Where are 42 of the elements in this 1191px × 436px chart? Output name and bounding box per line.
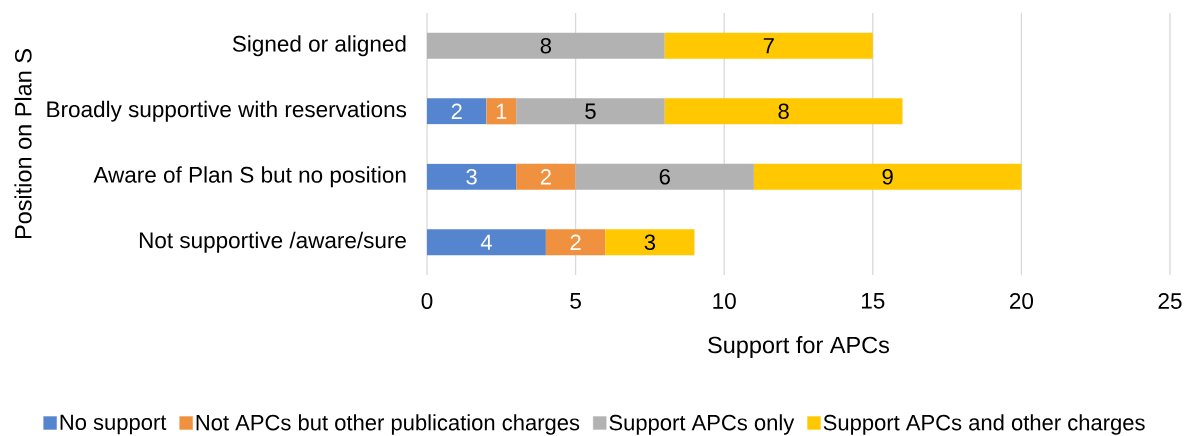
y-tick-label: Signed or aligned: [232, 35, 406, 57]
data-label: 9: [882, 168, 893, 185]
data-label: 3: [644, 234, 656, 251]
data-label: 1: [496, 103, 507, 119]
bar: [605, 229, 695, 256]
bar: [753, 163, 1022, 190]
bar: [486, 98, 517, 125]
bar: [516, 98, 665, 125]
x-tick-label: 15: [861, 293, 885, 309]
legend-label: No support: [60, 414, 167, 435]
legend-label: Support APCs only: [609, 414, 795, 435]
bar: [427, 229, 546, 256]
data-label: 6: [659, 168, 670, 185]
x-tick-label: 10: [713, 293, 736, 309]
y-tick-label: Aware of Plan S but no position: [93, 166, 406, 188]
x-tick-label: 0: [421, 293, 433, 309]
bar: [664, 98, 903, 125]
data-label: 7: [763, 38, 774, 54]
data-label: 8: [540, 37, 552, 54]
bar: [575, 163, 754, 190]
data-label: 4: [480, 234, 492, 250]
data-label: 2: [451, 103, 462, 119]
y-axis-title: Position on Plan S: [14, 49, 32, 239]
bar: [427, 163, 517, 190]
y-tick-label: Broadly supportive with reservations: [47, 100, 407, 122]
bar: [664, 32, 873, 59]
x-tick-label: 25: [1158, 293, 1182, 309]
bar: [427, 98, 487, 125]
data-label: 3: [466, 168, 477, 185]
legend-label: Support APCs and other charges: [823, 414, 1145, 435]
x-tick-label: 5: [570, 293, 581, 309]
data-label: 5: [585, 103, 596, 119]
bar: [516, 163, 576, 190]
data-label: 2: [540, 169, 551, 185]
legend-label: Not APCs but other publication charges: [196, 414, 580, 435]
x-axis-title: Support for APCs: [708, 336, 890, 358]
data-label: 8: [778, 103, 789, 120]
data-label: 2: [570, 234, 581, 250]
bar: [545, 229, 606, 256]
y-tick-label: Not supportive /aware/sure: [139, 231, 406, 253]
x-tick-label: 20: [1010, 293, 1034, 309]
bar: [427, 32, 665, 59]
